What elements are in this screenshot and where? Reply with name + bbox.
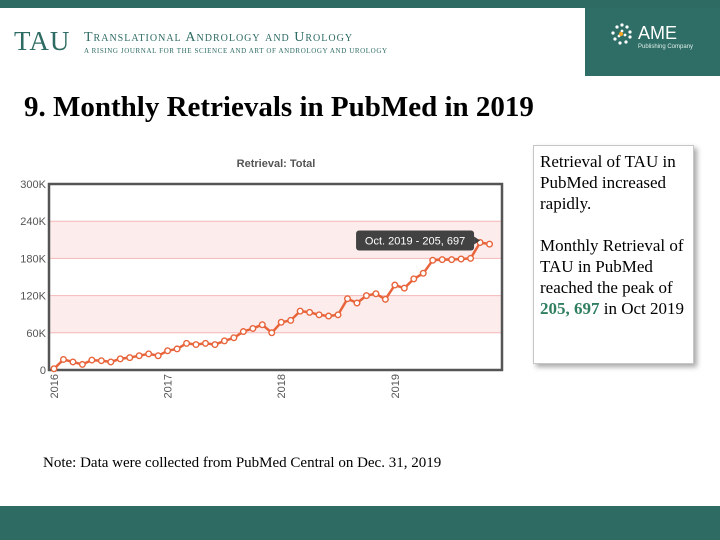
data-point — [211, 341, 219, 349]
data-point — [400, 284, 408, 292]
callout-paragraph-2: Monthly Retrieval of TAU in PubMed reach… — [540, 235, 690, 319]
data-point — [249, 324, 257, 332]
data-point — [419, 269, 427, 277]
data-point — [362, 292, 370, 300]
callout-paragraph-2-text: Monthly Retrieval of TAU in PubMed reach… — [540, 236, 684, 297]
data-point — [230, 334, 238, 342]
data-point — [258, 321, 266, 329]
data-point — [59, 355, 67, 363]
y-tick-label: 120K — [20, 291, 46, 303]
data-point — [391, 281, 399, 289]
data-point — [97, 357, 105, 365]
data-point — [334, 311, 342, 319]
summary-callout: Retrieval of TAU in PubMed increased rap… — [533, 145, 694, 364]
data-point — [429, 256, 437, 264]
data-point — [126, 354, 134, 362]
journal-tagline: A RISING JOURNAL FOR THE SCIENCE AND ART… — [84, 47, 388, 55]
x-tick-label: 2018 — [276, 374, 288, 398]
data-point — [107, 358, 115, 366]
y-axis-ticks: 0 60K 120K 180K 240K 300K — [20, 179, 46, 377]
data-point — [410, 275, 418, 283]
data-point — [145, 350, 153, 358]
y-tick-label: 180K — [20, 253, 46, 265]
x-axis-ticks: 2016 2017 2018 2019 — [49, 374, 402, 398]
plot-border — [47, 182, 504, 372]
publisher-subtitle: Publishing Company — [638, 44, 694, 50]
data-point — [164, 347, 172, 355]
tooltip-box — [356, 230, 475, 251]
data-point — [287, 316, 295, 324]
data-point — [78, 360, 86, 368]
y-tick-label: 240K — [20, 216, 46, 228]
data-point — [268, 329, 276, 337]
data-point — [183, 339, 191, 347]
bottom-band — [0, 506, 720, 540]
slide-title: 9. Monthly Retrievals in PubMed in 2019 — [24, 91, 534, 123]
data-point — [50, 365, 58, 373]
publisher-panel — [585, 8, 720, 76]
data-point — [277, 318, 285, 326]
tooltip-arrow — [474, 236, 481, 245]
data-source-note: Note: Data were collected from PubMed Ce… — [43, 455, 442, 471]
callout-paragraph-1: Retrieval of TAU in PubMed increased rap… — [540, 152, 676, 213]
data-point — [135, 352, 143, 360]
x-tick-label: 2016 — [49, 374, 61, 398]
data-point — [467, 254, 475, 262]
journal-name: Translational Andrology and Urology — [84, 30, 354, 45]
data-point — [325, 312, 333, 320]
data-point — [173, 345, 181, 353]
callout-paragraph-2-suffix: in Oct 2019 — [599, 299, 685, 318]
data-point — [344, 295, 352, 303]
callout-peak-value: 205, 697 — [540, 299, 600, 318]
top-band — [0, 0, 720, 8]
tooltip-text: Oct. 2019 - 205, 697 — [365, 235, 465, 247]
publisher-name: AME — [638, 23, 678, 43]
data-point — [381, 295, 389, 303]
chart-band — [49, 295, 502, 333]
data-point — [448, 256, 456, 264]
data-point — [201, 339, 209, 347]
data-point — [486, 240, 494, 248]
journal-logo: TAU — [14, 26, 71, 56]
data-point — [69, 358, 77, 366]
data-point — [457, 255, 465, 263]
data-point — [220, 337, 228, 345]
chart-series — [50, 238, 494, 373]
data-point — [315, 311, 323, 319]
data-point — [372, 290, 380, 298]
data-point — [296, 307, 304, 315]
data-point — [192, 341, 200, 349]
data-point — [116, 355, 124, 363]
ame-logo-icon — [611, 23, 632, 45]
retrieval-chart: Retrieval: Total 0 60K 120K 180K 240K 300K 20… — [20, 158, 504, 398]
data-point — [88, 356, 96, 364]
data-point — [306, 308, 314, 316]
chart-tooltip: Oct. 2019 - 205, 697 — [356, 230, 481, 251]
x-tick-label: 2017 — [163, 374, 175, 398]
chart-title: Retrieval: Total — [237, 158, 316, 170]
y-tick-label: 300K — [20, 179, 46, 191]
x-tick-label: 2019 — [390, 374, 402, 398]
data-point — [438, 256, 446, 264]
data-point — [154, 352, 162, 360]
chart-grid — [49, 183, 502, 371]
data-point — [239, 328, 247, 336]
y-tick-label: 60K — [26, 328, 46, 340]
y-tick-label: 0 — [40, 365, 46, 377]
data-point — [353, 299, 361, 307]
